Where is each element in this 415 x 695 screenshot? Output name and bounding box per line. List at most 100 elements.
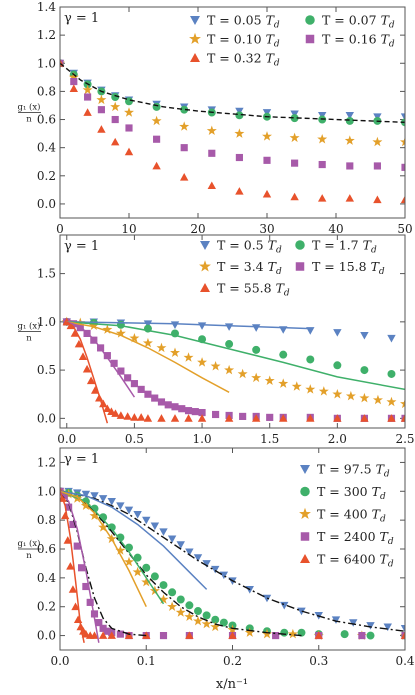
y-tick-label: 0.8: [37, 84, 56, 98]
y-tick-label: 0.5: [37, 363, 56, 377]
data-point: [290, 114, 299, 123]
data-point: [264, 375, 275, 385]
data-point: [314, 631, 323, 639]
data-point: [345, 194, 354, 202]
data-point: [81, 490, 91, 499]
data-point: [373, 195, 382, 204]
data-point: [103, 404, 112, 413]
data-point: [82, 582, 90, 591]
legend-label: T = 300 Td: [317, 484, 386, 502]
x-tick-label: 50: [397, 222, 412, 236]
y-axis-label-denominator: n: [26, 115, 32, 125]
data-point: [156, 342, 167, 353]
data-point: [66, 562, 75, 570]
data-point: [333, 414, 342, 422]
y-tick-label: 1.2: [37, 455, 56, 469]
data-point: [180, 144, 188, 152]
data-point: [211, 565, 220, 574]
data-point: [197, 414, 207, 422]
x-tick-label: 2.5: [395, 432, 414, 446]
legend-marker: [190, 16, 200, 25]
legend-label-T: T: [266, 13, 276, 28]
x-tick-label: 0.1: [137, 654, 156, 668]
legend-label-T: T: [276, 281, 286, 296]
data-point: [386, 396, 397, 407]
data-point: [345, 111, 354, 120]
data-point: [69, 84, 78, 92]
data-point: [219, 618, 228, 627]
data-point: [124, 374, 132, 382]
data-point: [70, 329, 80, 337]
data-point: [193, 615, 203, 626]
y-tick-label: 1.5: [37, 267, 56, 281]
data-point: [157, 398, 166, 406]
legend-label: T = 1.7 Td: [312, 238, 377, 256]
data-point: [179, 121, 190, 131]
data-point: [387, 369, 396, 378]
legend-label-T: T: [380, 529, 390, 544]
data-point: [400, 631, 405, 639]
data-point: [130, 380, 138, 388]
data-point: [201, 618, 212, 629]
data-point: [175, 607, 186, 617]
data-point: [96, 94, 107, 105]
legend-label: T = 97.5 Td: [317, 462, 390, 480]
data-point: [176, 595, 185, 604]
data-point: [124, 506, 134, 515]
data-point: [193, 554, 203, 562]
legend-entry: T = 0.10 Td: [189, 32, 280, 50]
data-point: [116, 502, 125, 510]
data-point: [345, 116, 354, 125]
data-point: [144, 390, 152, 398]
data-point: [142, 337, 153, 348]
data-point: [124, 147, 134, 156]
data-point: [167, 601, 178, 611]
data-point: [366, 631, 375, 640]
y-tick-label: 0.0: [37, 629, 56, 643]
legend-label-T: T: [363, 238, 373, 253]
legend-label-d: d: [274, 21, 280, 31]
series-line-dashdot-2: [60, 490, 147, 637]
legend-label: T = 55.8 Td: [217, 281, 290, 299]
data-point: [262, 628, 272, 639]
data-point: [346, 162, 354, 170]
data-point: [340, 630, 349, 639]
legend-label-T: T: [372, 484, 382, 499]
data-point: [170, 321, 180, 329]
data-point: [318, 160, 326, 169]
legend-label-T: T: [371, 259, 381, 274]
data-point: [194, 607, 202, 616]
legend-label: T = 0.07 Td: [322, 13, 395, 31]
data-point: [68, 72, 79, 82]
legend-label-d: d: [274, 40, 280, 50]
legend-label-d: d: [276, 267, 282, 277]
legend-entry: T = 0.05 Td: [190, 13, 280, 31]
data-point: [115, 328, 126, 338]
data-point: [117, 367, 125, 375]
data-point: [83, 108, 92, 116]
data-point: [90, 631, 99, 639]
data-point: [110, 359, 118, 367]
data-point: [98, 495, 108, 503]
y-tick-label: 1.2: [37, 28, 56, 42]
data-point: [70, 77, 78, 86]
y-axis-label-denominator: n: [26, 551, 32, 561]
plot-area: [61, 316, 405, 424]
data-point: [401, 163, 405, 171]
data-point: [349, 619, 358, 627]
plot-frame: [59, 6, 406, 219]
data-point: [333, 329, 342, 337]
data-point: [97, 106, 105, 114]
data-point: [333, 361, 342, 370]
data-point: [225, 340, 234, 349]
data-point: [115, 545, 126, 555]
legend-marker: [295, 262, 305, 271]
legend-entry: T = 55.8 Td: [200, 281, 290, 299]
data-point: [143, 320, 153, 328]
data-point: [150, 572, 159, 581]
data-point: [278, 378, 289, 388]
x-tick-label: 40: [328, 222, 343, 236]
data-point: [344, 135, 355, 145]
legend-label: T = 0.05 Td: [207, 13, 280, 31]
legend-label-T: T: [266, 32, 276, 47]
